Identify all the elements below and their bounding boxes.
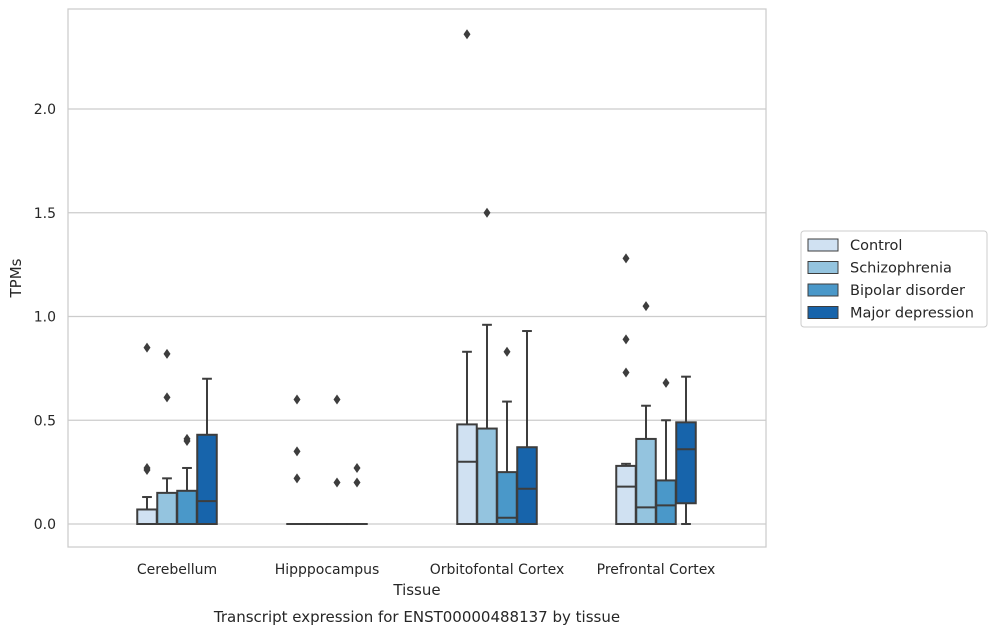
- outlier-point: [183, 433, 191, 444]
- box-schizophrenia: [476, 207, 498, 525]
- x-tick-label: Prefrontal Cortex: [597, 562, 716, 578]
- x-tick-label: Cerebellum: [137, 562, 217, 578]
- outlier-point: [293, 394, 301, 405]
- y-tick-label: 1.0: [34, 310, 56, 326]
- legend-swatch: [807, 306, 839, 319]
- outlier-point: [143, 462, 151, 473]
- box-bipolar-disorder: [326, 394, 348, 526]
- box-body: [476, 427, 498, 525]
- chart-caption: Transcript expression for ENST0000048813…: [213, 608, 620, 626]
- outlier-point: [293, 473, 301, 484]
- box-series: [136, 29, 697, 526]
- box-body: [176, 489, 198, 525]
- box-body: [675, 421, 697, 505]
- y-tick-label: 0.0: [34, 517, 56, 533]
- box-control: [136, 342, 158, 526]
- y-axis-label: TPMs: [7, 258, 25, 298]
- outlier-point: [622, 253, 630, 264]
- outlier-point: [463, 29, 471, 40]
- box-body: [655, 479, 677, 525]
- y-tick-label: 1.5: [34, 206, 56, 222]
- outlier-point: [333, 477, 341, 488]
- legend-label: Schizophrenia: [850, 261, 952, 277]
- legend: Control Schizophrenia Bipolar disorder Majo…: [800, 230, 988, 328]
- box-body: [456, 423, 478, 525]
- box-major-depression: [675, 375, 697, 525]
- outlier-point: [333, 394, 341, 405]
- outlier-point: [483, 207, 491, 218]
- legend-swatch: [807, 261, 839, 274]
- box-control: [286, 394, 308, 526]
- box-major-depression: [346, 462, 368, 526]
- x-tick-label: Hipppocampus: [275, 562, 380, 578]
- x-tick-labels: Cerebellum Hipppocampus Orbitofontal Corte…: [137, 562, 715, 578]
- outlier-point: [622, 367, 630, 378]
- legend-label: Control: [850, 238, 902, 254]
- outlier-point: [163, 392, 171, 403]
- y-tick-label: 0.5: [34, 413, 56, 429]
- outlier-point: [622, 334, 630, 345]
- outlier-point: [642, 301, 650, 312]
- x-axis-label: Tissue: [392, 581, 440, 599]
- box-major-depression: [196, 377, 218, 525]
- box-body: [156, 491, 178, 525]
- box-body: [516, 446, 538, 526]
- box-bipolar-disorder: [496, 346, 518, 525]
- box-bipolar-disorder: [655, 377, 677, 525]
- legend-frame: [800, 230, 988, 328]
- outlier-point: [293, 446, 301, 457]
- y-tick-labels: 0.0 0.5 1.0 1.5 2.0: [34, 102, 56, 533]
- box-body: [635, 437, 657, 525]
- legend-swatch: [807, 283, 839, 297]
- box-control: [456, 29, 478, 525]
- outlier-point: [143, 342, 151, 353]
- box-body: [136, 508, 158, 526]
- y-tick-label: 2.0: [34, 102, 56, 118]
- outlier-point: [353, 477, 361, 488]
- box-body: [196, 433, 218, 525]
- legend-label: Major depression: [850, 306, 974, 322]
- x-tick-label: Orbitofontal Cortex: [430, 562, 565, 578]
- outlier-point: [353, 462, 361, 473]
- box-body: [615, 464, 637, 525]
- legend-swatch: [807, 238, 839, 252]
- legend-label: Bipolar disorder: [850, 283, 965, 299]
- plot-frame: [67, 8, 767, 548]
- outlier-point: [503, 346, 511, 357]
- box-control: [615, 253, 637, 525]
- outlier-point: [662, 377, 670, 388]
- box-major-depression: [516, 330, 538, 526]
- outlier-point: [163, 348, 171, 359]
- plot-area: [68, 9, 766, 547]
- box-body: [496, 471, 518, 525]
